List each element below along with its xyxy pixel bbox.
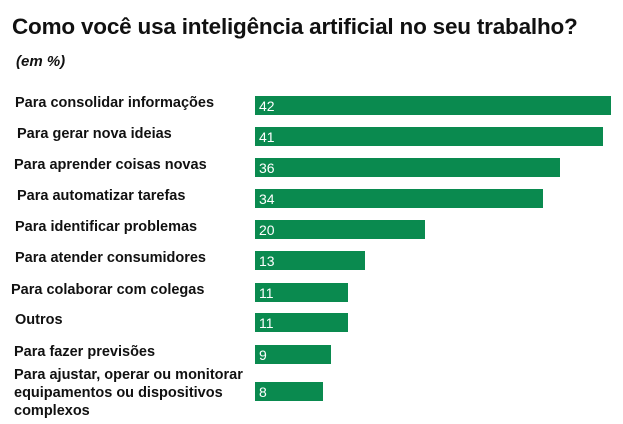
category-label: Para gerar nova ideias [17, 126, 172, 142]
category-label: Para colaborar com colegas [11, 282, 205, 298]
category-label: Para aprender coisas novas [14, 157, 207, 173]
category-label: Para fazer previsões [14, 344, 156, 360]
bar [255, 96, 611, 115]
bar [255, 158, 561, 177]
category-label: Outros [15, 312, 63, 328]
bar [255, 127, 603, 146]
data-label: 11 [259, 315, 274, 331]
bar [255, 345, 332, 364]
data-label: 9 [259, 347, 267, 363]
category-label: Para ajustar, operar ou monitorar equipa… [14, 367, 243, 419]
data-label: 20 [259, 222, 275, 238]
bar [255, 382, 323, 401]
bar [255, 313, 349, 332]
category-label: Para identificar problemas [15, 219, 198, 235]
data-label: 13 [259, 253, 275, 269]
data-label: 36 [259, 160, 275, 176]
category-label: Para atender consumidores [15, 250, 206, 266]
data-label: 11 [259, 285, 274, 301]
data-label: 41 [259, 129, 275, 145]
data-label: 34 [259, 191, 275, 207]
bar [255, 251, 366, 270]
chart-subtitle: (em %) [16, 53, 66, 70]
data-label: 42 [259, 98, 275, 114]
chart-title: Como você usa inteligência artificial no… [12, 14, 578, 39]
category-label: Para consolidar informações [15, 95, 215, 111]
bar [255, 189, 544, 208]
data-label: 8 [259, 384, 267, 400]
bar [255, 283, 349, 302]
category-label: Para automatizar tarefas [17, 188, 186, 204]
bar [255, 220, 425, 239]
